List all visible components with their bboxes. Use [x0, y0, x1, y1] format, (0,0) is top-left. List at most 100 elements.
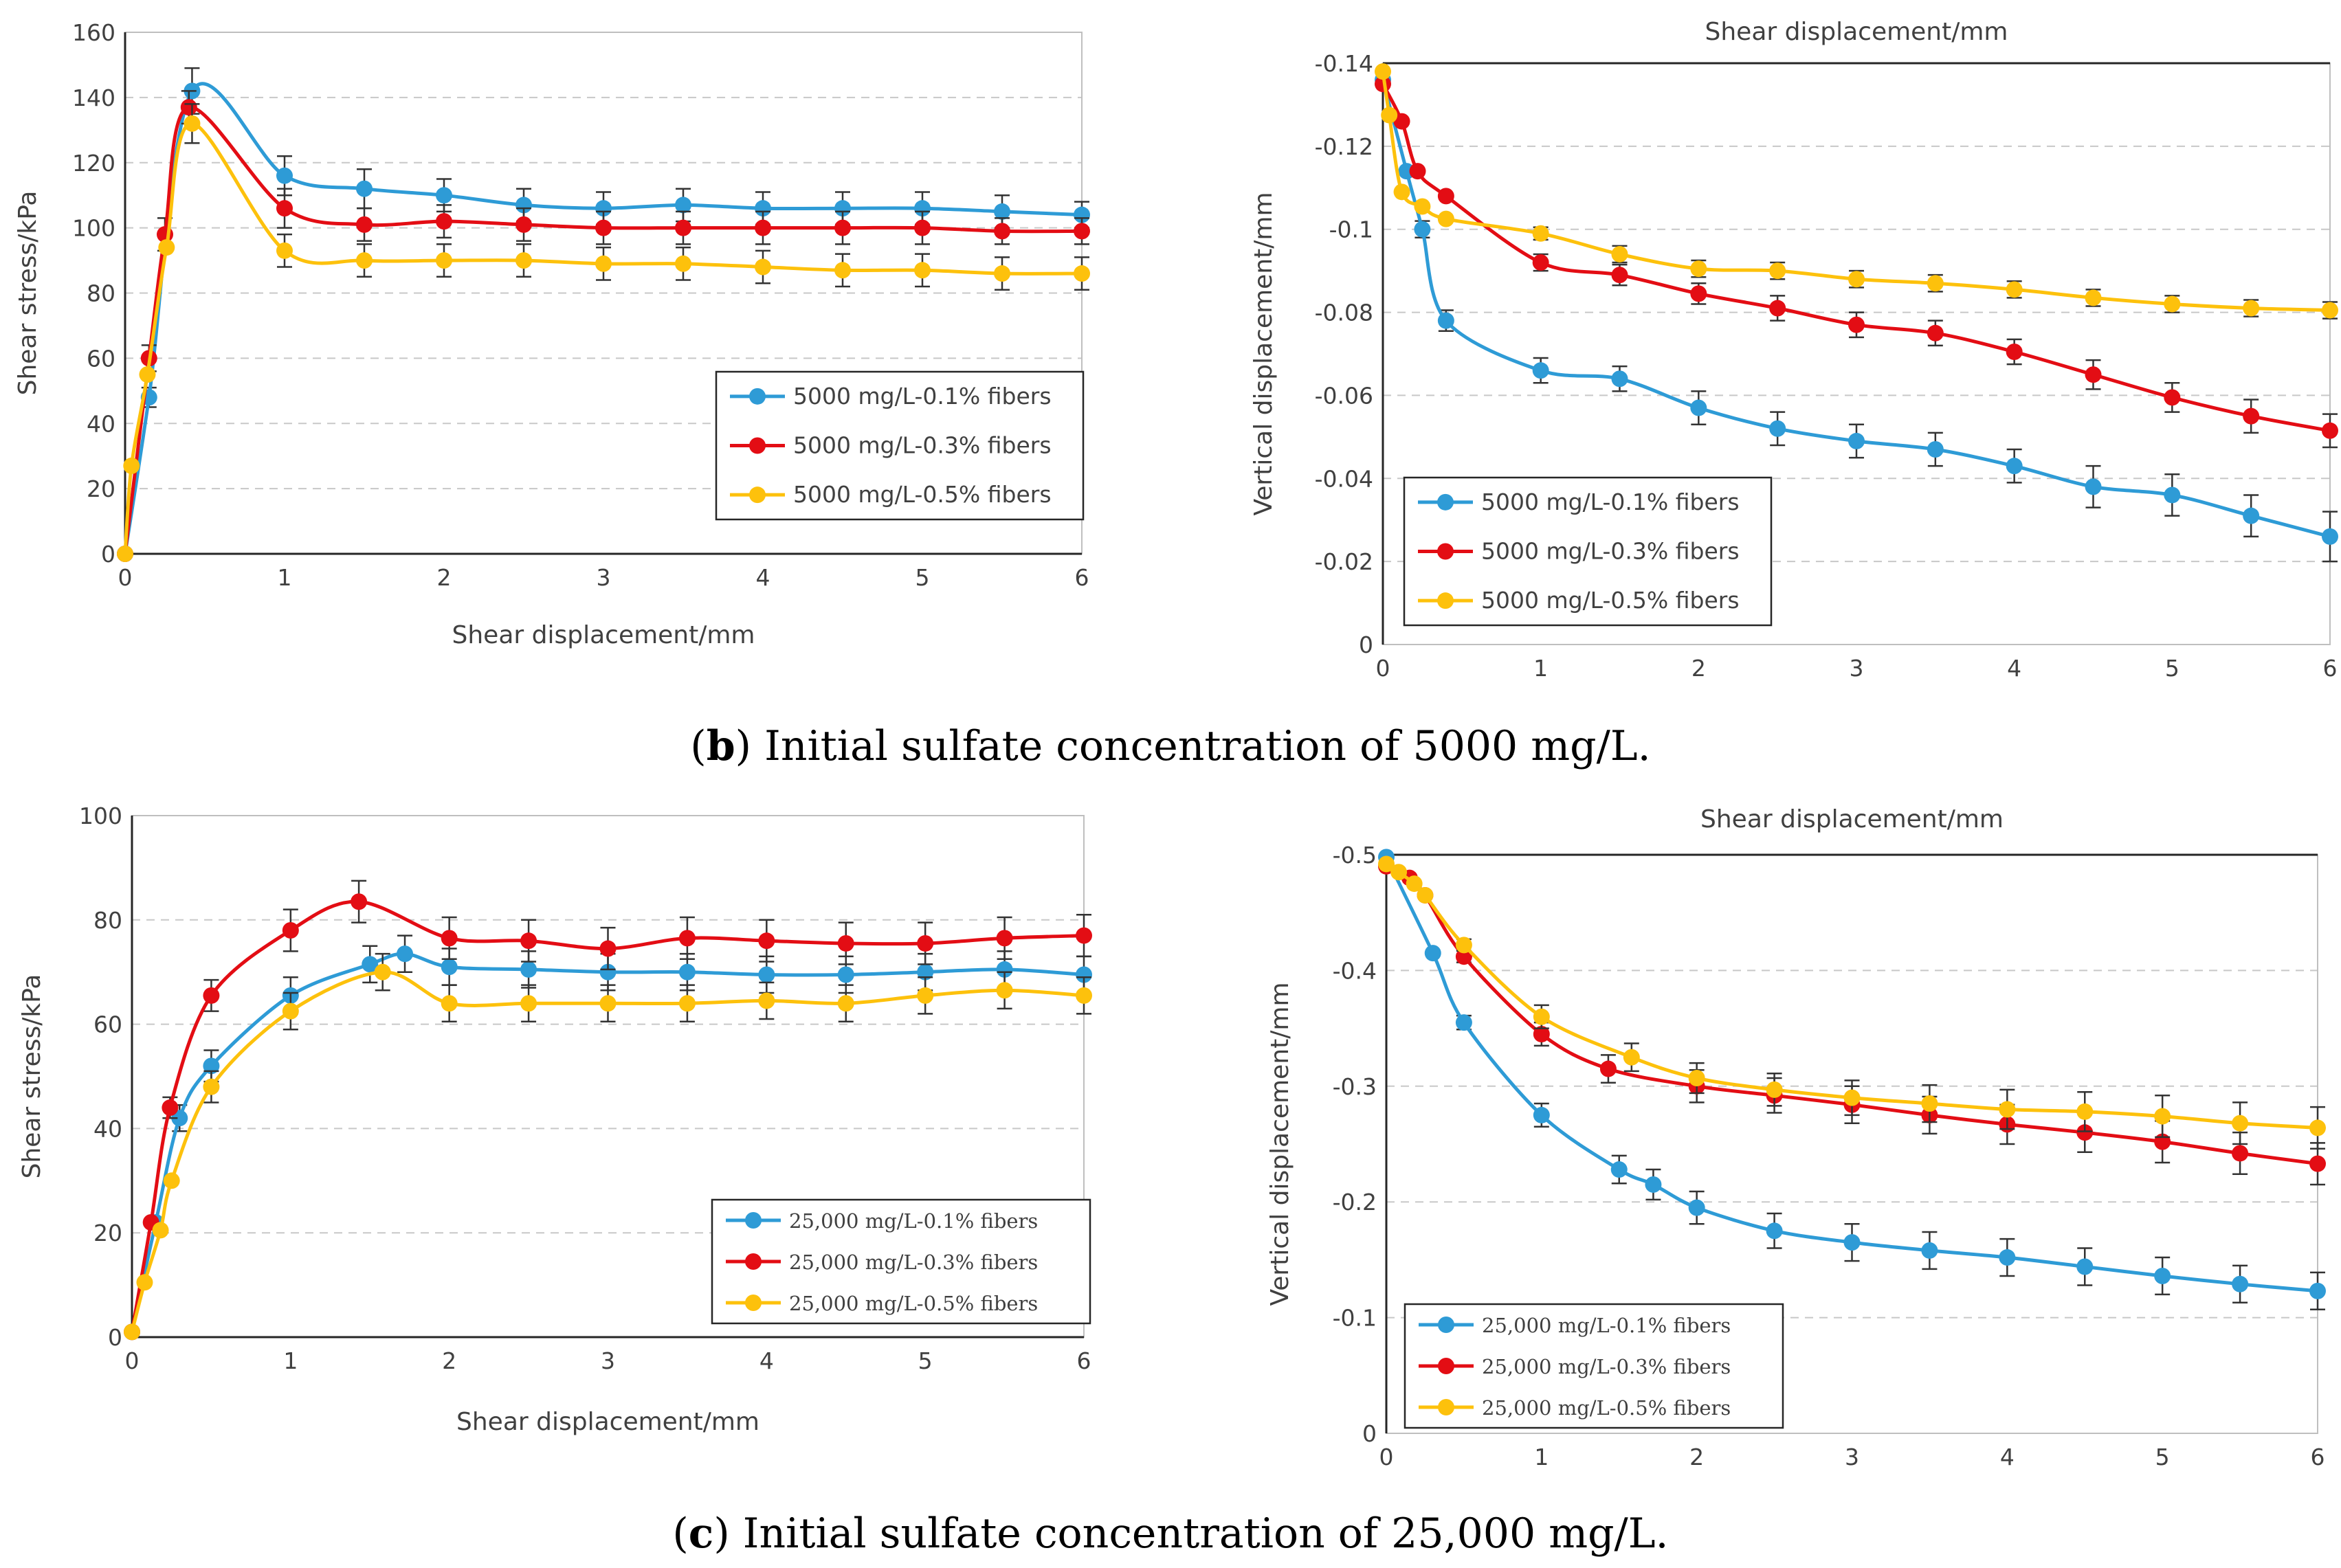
- data-point: [1599, 1060, 1617, 1077]
- x-axis-title: Shear displacement/mm: [452, 621, 755, 649]
- data-point: [837, 995, 854, 1012]
- data-point: [139, 366, 156, 383]
- x-tick-label: 5: [2165, 655, 2179, 682]
- y-tick-label: 0: [1359, 631, 1373, 658]
- x-tick-label: 5: [2155, 1444, 2170, 1470]
- data-point: [675, 219, 691, 236]
- data-point: [1455, 948, 1472, 965]
- caption-c-letter: c: [689, 1510, 714, 1558]
- data-point: [136, 1274, 153, 1291]
- chart-b-right: 0 -0.02 -0.04 -0.06 -0.08 -0.1 -0.12 -0.14 0 1 2 3 4…: [1250, 18, 2338, 682]
- data-point: [180, 99, 197, 116]
- series-line: [130, 952, 1085, 1332]
- x-tick-label: 6: [2311, 1444, 2325, 1470]
- data-point: [755, 200, 771, 217]
- data-point: [184, 115, 201, 132]
- data-point: [1455, 1014, 1472, 1031]
- data-point: [2309, 1282, 2326, 1299]
- data-point: [1610, 1161, 1628, 1178]
- legend-marker: [745, 1295, 762, 1311]
- data-point: [1921, 1095, 1938, 1112]
- data-point: [1393, 113, 1410, 130]
- x-tick-label: 1: [1533, 655, 1548, 682]
- y-tick-label: -0.12: [1315, 133, 1373, 160]
- legend-marker: [749, 486, 766, 504]
- data-point: [2243, 300, 2260, 317]
- data-point: [678, 995, 696, 1012]
- x-tick-label: 1: [283, 1347, 298, 1374]
- series-yellow: [117, 103, 1090, 562]
- data-point: [2232, 1145, 2249, 1162]
- series-red: [1375, 76, 2338, 449]
- legend-marker: [1437, 493, 1454, 511]
- data-point: [1921, 1242, 1938, 1259]
- legend-marker: [1438, 1399, 1454, 1415]
- data-point: [675, 255, 691, 272]
- data-point: [917, 987, 934, 1004]
- x-tick-label: 4: [756, 564, 770, 591]
- data-point: [837, 934, 854, 952]
- data-point: [2076, 1124, 2094, 1141]
- x-axis-title: Shear displacement/mm: [456, 1408, 759, 1436]
- data-point: [2322, 302, 2338, 319]
- data-point: [675, 197, 691, 214]
- data-point: [1766, 1081, 1783, 1098]
- y-tick-label: 20: [87, 475, 115, 502]
- x-tick-label: 3: [601, 1347, 615, 1374]
- legend-label: 5000 mg/L-0.1% fibers: [1481, 489, 1740, 515]
- y-tick-label: 60: [87, 345, 115, 372]
- y-tick-label: 0: [108, 1324, 122, 1351]
- data-point: [436, 252, 452, 269]
- chart-c-left: 0 20 40 60 80 100 0 1 2 3 4 5 6 Shear displacement/mm…: [18, 803, 1092, 1436]
- legend-label: 5000 mg/L-0.3% fibers: [793, 432, 1052, 459]
- y-tick-label: -0.14: [1315, 50, 1373, 77]
- data-point: [2309, 1119, 2326, 1136]
- data-point: [2232, 1115, 2249, 1132]
- data-point: [282, 921, 299, 939]
- data-point: [1381, 107, 1398, 124]
- x-tick-label: 6: [1075, 564, 1089, 591]
- y-tick-label: 100: [79, 803, 122, 829]
- caption-c-text: Initial sulfate concentration of 25,000 …: [743, 1510, 1669, 1558]
- legend-marker: [1438, 1317, 1454, 1333]
- data-point: [599, 940, 617, 957]
- data-point: [1074, 265, 1090, 282]
- data-point: [1437, 312, 1454, 329]
- y-tick-label: -0.2: [1333, 1189, 1377, 1216]
- x-tick-label: 0: [1379, 1444, 1394, 1470]
- data-point: [834, 200, 851, 217]
- data-point: [356, 216, 373, 233]
- data-point: [2006, 281, 2023, 298]
- data-point: [994, 203, 1010, 220]
- chart-c-right: 0 -0.1 -0.2 -0.3 -0.4 -0.5 0 1 2 3 4 5 6 Shear displa…: [1266, 805, 2326, 1470]
- data-point: [2006, 458, 2023, 475]
- data-point: [1437, 188, 1454, 205]
- data-point: [2309, 1155, 2326, 1172]
- legend-label: 25,000 mg/L-0.3% fibers: [789, 1251, 1038, 1274]
- data-point: [834, 219, 851, 236]
- data-point: [758, 932, 775, 950]
- data-point: [276, 242, 293, 259]
- data-point: [441, 930, 458, 947]
- legend-label: 5000 mg/L-0.5% fibers: [793, 481, 1052, 508]
- data-point: [595, 200, 612, 217]
- data-point: [356, 180, 373, 197]
- data-point: [2085, 289, 2102, 306]
- data-point: [599, 963, 617, 981]
- data-point: [1690, 260, 1707, 278]
- x-tick-label: 3: [597, 564, 611, 591]
- y-tick-label: 0: [101, 541, 115, 568]
- x-tick-label: 2: [437, 564, 452, 591]
- data-point: [1074, 223, 1090, 240]
- y-axis-title: Vertical displacement/mm: [1250, 192, 1278, 515]
- data-point: [515, 216, 532, 233]
- data-point: [1406, 875, 1423, 893]
- legend: 5000 mg/L-0.1% fibers 5000 mg/L-0.3% fibe…: [1403, 476, 1773, 627]
- x-tick-label: 5: [916, 564, 930, 591]
- legend-label: 5000 mg/L-0.3% fibers: [1481, 538, 1740, 565]
- x-tick-label: 5: [918, 1347, 933, 1374]
- series-red: [124, 880, 1092, 1341]
- data-point: [1769, 262, 1786, 280]
- data-point: [1533, 1008, 1550, 1025]
- data-point: [2322, 528, 2338, 545]
